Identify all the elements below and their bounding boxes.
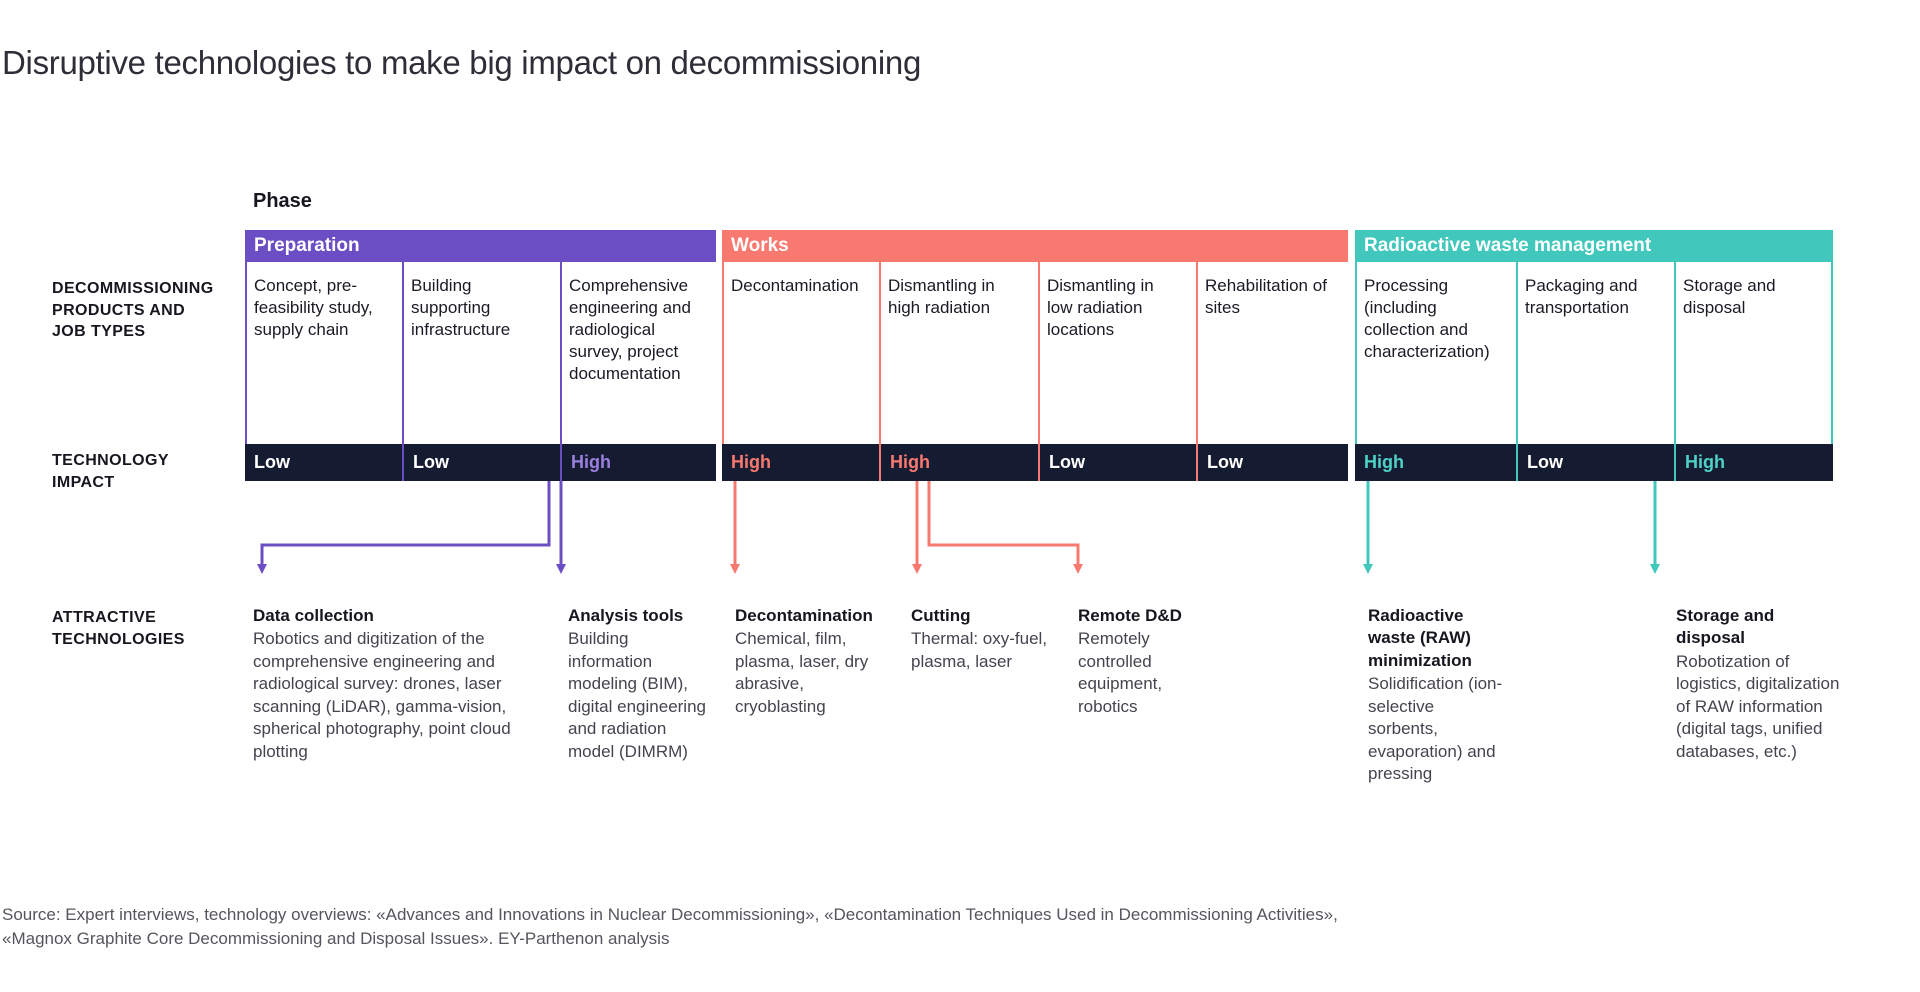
impact-value: Low: [1207, 452, 1243, 472]
tech-title: Analysis tools: [568, 606, 684, 625]
job-type-cell: Dismantling in high radiation: [888, 276, 995, 318]
tech-body: Robotization of logistics, digitalizatio…: [1676, 651, 1840, 761]
tech-body: Remotely controlled equipment, robotics: [1078, 629, 1163, 716]
page-title: Disruptive technologies to make big impa…: [2, 44, 921, 81]
column-divider: [879, 262, 881, 444]
column-divider: [1355, 262, 1357, 444]
phase-bar-raw-management: Radioactive waste management: [1355, 230, 1833, 262]
column-divider: [1038, 262, 1040, 444]
job-type-cell: Packaging and transportation: [1525, 276, 1638, 318]
tech-body: Chemical, film, plasma, laser, dry abras…: [735, 629, 869, 716]
phase-label: Preparation: [254, 235, 360, 256]
tech-title: Decontamination: [735, 606, 873, 625]
impact-value: High: [1685, 452, 1725, 472]
job-type-cell: Dismantling in low radiation locations: [1047, 276, 1154, 340]
phase-label: Works: [731, 235, 789, 256]
tech-block-analysis-tools: Analysis tools Building information mode…: [568, 605, 708, 763]
tech-connector-arrows: [257, 481, 1660, 574]
tech-body: Building information modeling (BIM), dig…: [568, 629, 706, 761]
column-divider: [1674, 262, 1676, 444]
tech-body: Robotics and digitization of the compreh…: [253, 629, 511, 761]
column-divider: [722, 262, 724, 444]
row-label-products: DECOMMISSIONING PRODUCTS AND JOB TYPES: [52, 280, 214, 341]
impact-cell: Low: [1516, 444, 1674, 481]
row-label-technology-impact: TECHNOLOGY IMPACT: [52, 452, 169, 491]
impact-value: High: [571, 452, 611, 472]
phase-bar-works: Works: [722, 230, 1348, 262]
tech-block-data-collection: Data collection Robotics and digitizatio…: [253, 605, 525, 763]
impact-value: Low: [1049, 452, 1085, 472]
column-divider: [245, 262, 247, 444]
impact-value: High: [1364, 452, 1404, 472]
job-type-cell: Decontamination: [731, 276, 859, 295]
impact-cell: Low: [1196, 444, 1348, 481]
tech-title: Storage and disposal: [1676, 606, 1775, 648]
tech-block-storage-disposal: Storage and disposal Robotization of log…: [1676, 605, 1846, 763]
impact-cell: Low: [245, 444, 402, 481]
impact-value: Low: [1527, 452, 1563, 472]
tech-title: Radioactive waste (RAW) minimization: [1368, 606, 1472, 670]
job-type-cell: Building supporting infrastructure: [411, 276, 511, 340]
column-divider: [402, 262, 404, 444]
job-type-cell: Concept, pre-feasibility study, supply c…: [254, 276, 373, 340]
tech-block-raw-minimization: Radioactive waste (RAW) minimization Sol…: [1368, 605, 1508, 786]
impact-value: Low: [413, 452, 449, 472]
source-line: «Magnox Graphite Core Decommissioning an…: [2, 928, 670, 948]
job-type-cell: Storage and disposal: [1683, 276, 1776, 318]
impact-cell: High: [1355, 444, 1516, 481]
impact-cell: Low: [402, 444, 560, 481]
job-type-cell: Processing (including collection and cha…: [1364, 276, 1490, 362]
column-divider: [1831, 262, 1833, 444]
phase-heading: Phase: [253, 190, 312, 212]
impact-cell: Low: [1038, 444, 1196, 481]
tech-body: Solidification (ion-selective sorbents, …: [1368, 674, 1503, 784]
impact-value: Low: [254, 452, 290, 472]
tech-title: Remote D&D: [1078, 606, 1182, 625]
column-divider: [1516, 262, 1518, 444]
tech-block-remote-dd: Remote D&D Remotely controlled equipment…: [1078, 605, 1198, 718]
column-divider: [560, 262, 562, 444]
impact-cell: High: [879, 444, 1038, 481]
job-type-cell: Comprehensive engineering and radiologic…: [569, 276, 691, 384]
row-label-attractive-technologies: ATTRACTIVE TECHNOLOGIES: [52, 609, 185, 648]
phase-label: Radioactive waste management: [1364, 235, 1652, 256]
impact-value: High: [731, 452, 771, 472]
job-type-cell: Rehabilitation of sites: [1205, 276, 1327, 318]
column-divider: [1196, 262, 1198, 444]
impact-cell: High: [560, 444, 716, 481]
tech-block-decontamination: Decontamination Chemical, film, plasma, …: [735, 605, 885, 718]
tech-body: Thermal: oxy-fuel, plasma, laser: [911, 629, 1048, 671]
source-note: Source: Expert interviews, technology ov…: [2, 903, 1338, 951]
tech-title: Data collection: [253, 606, 374, 625]
source-line: Source: Expert interviews, technology ov…: [2, 905, 1338, 924]
impact-value: High: [890, 452, 930, 472]
phase-bar-preparation: Preparation: [245, 230, 716, 262]
impact-cell: High: [722, 444, 879, 481]
impact-cell: High: [1674, 444, 1833, 481]
tech-block-cutting: Cutting Thermal: oxy-fuel, plasma, laser: [911, 605, 1056, 673]
tech-title: Cutting: [911, 606, 971, 625]
